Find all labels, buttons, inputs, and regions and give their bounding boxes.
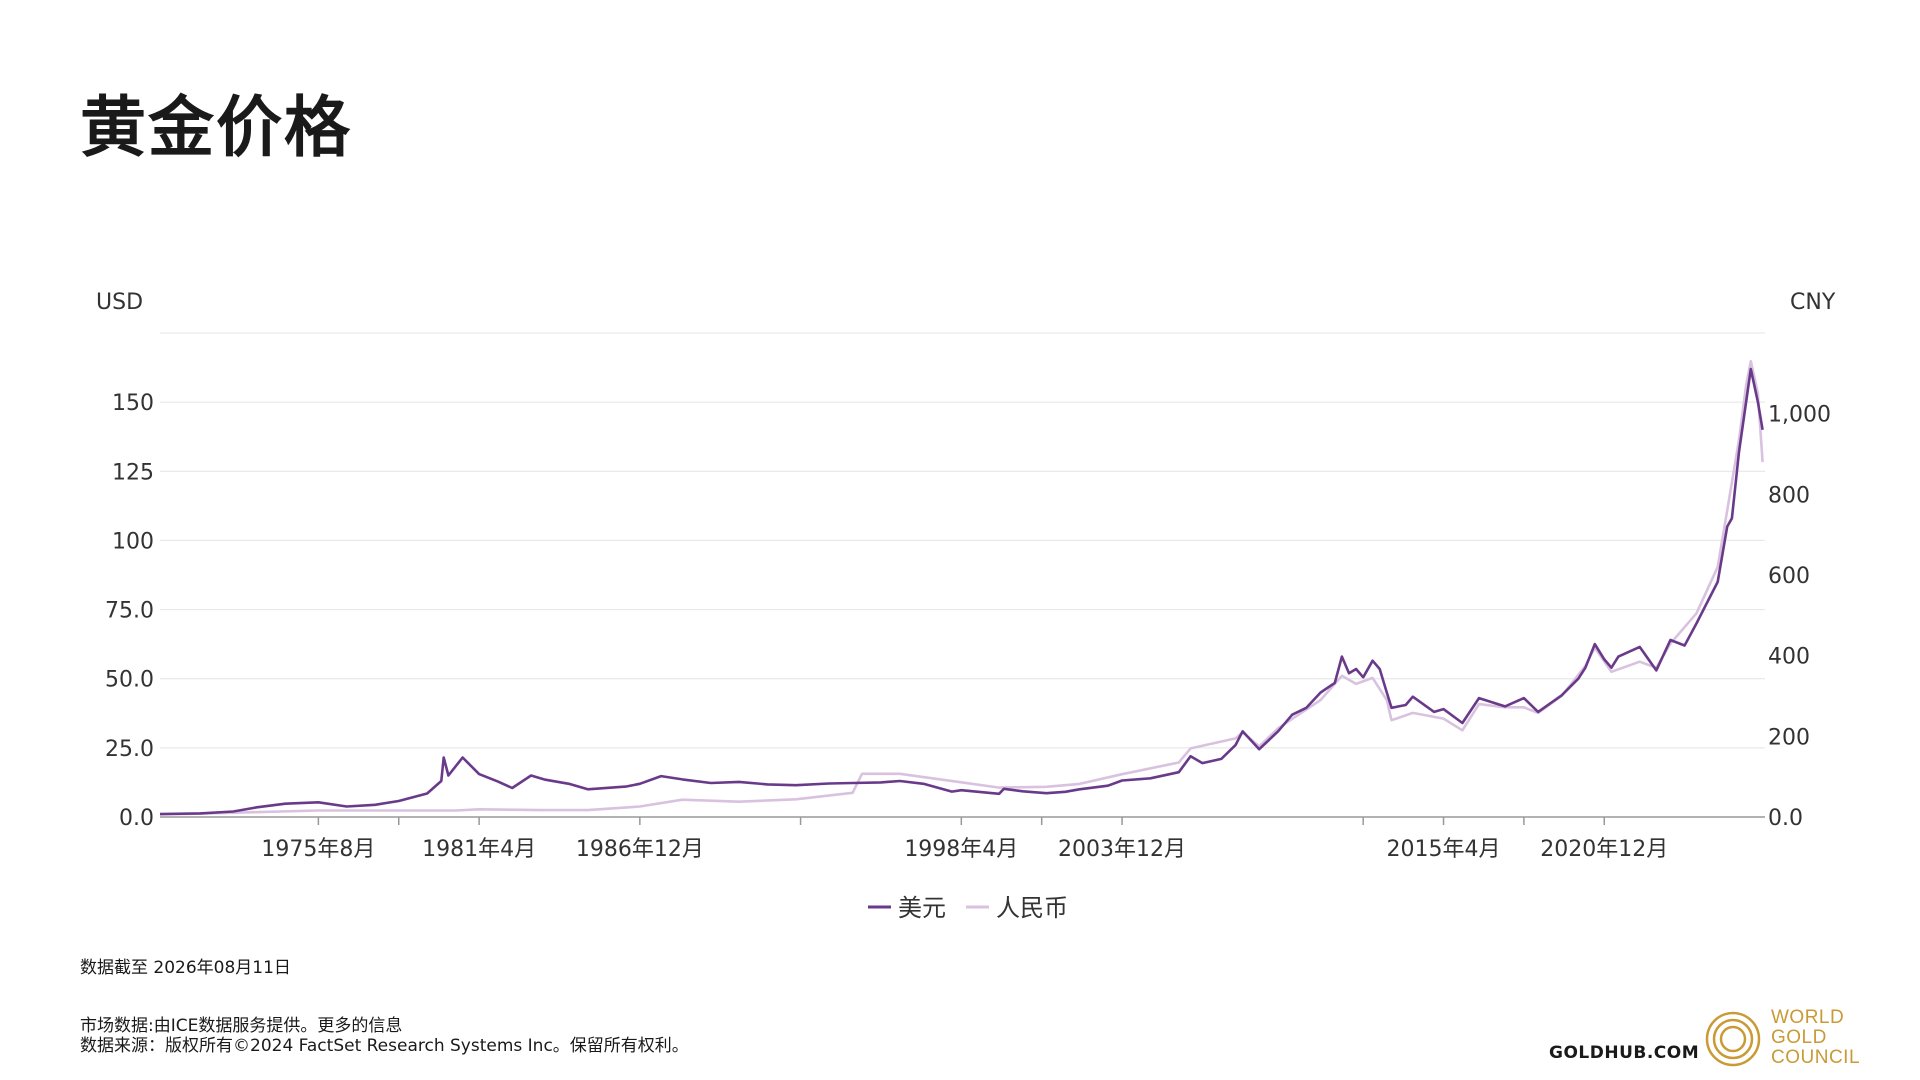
data-as-of-date: 数据截至 2026年08月11日: [80, 958, 291, 978]
x-tick-label: 1998年4月: [904, 837, 1018, 862]
y-left-tick-label: 75.0: [105, 599, 154, 624]
x-tick-label: 2003年12月: [1058, 837, 1186, 862]
y-right-tick-label: 0.0: [1768, 806, 1803, 831]
y-axis-left: 0.0 25.0 50.0 75.0 100 125 150: [105, 391, 154, 831]
x-axis: 1975年8月 1981年4月 1986年12月 1998年4月 2003年12月 201…: [160, 816, 1765, 862]
y-right-tick-label: 400: [1768, 645, 1810, 670]
series-lines: [159, 359, 1764, 816]
y-left-tick-label: 25.0: [105, 737, 154, 762]
legend-label-cny[interactable]: 人民币: [996, 894, 1068, 922]
y-right-tick-label: 800: [1768, 483, 1810, 508]
y-left-tick-label: 100: [112, 529, 154, 554]
y-left-tick-label: 50.0: [105, 668, 154, 693]
x-tick-label: 1986年12月: [576, 837, 704, 862]
logo-line-1: WORLD: [1771, 1007, 1845, 1028]
legend: 美元 人民币: [868, 894, 1068, 922]
x-tick-label: 1981年4月: [422, 837, 536, 862]
x-tick-label: 1975年8月: [261, 837, 375, 862]
y-left-axis-label: USD: [96, 290, 143, 315]
legend-label-usd[interactable]: 美元: [898, 894, 946, 922]
x-tick-label: 2015年4月: [1387, 837, 1501, 862]
x-tick-label: 2020年12月: [1540, 837, 1668, 862]
logo-line-3: COUNCIL: [1771, 1047, 1861, 1068]
y-left-tick-label: 0.0: [119, 806, 154, 831]
y-left-tick-label: 150: [112, 391, 154, 416]
chart-title: 黄金价格: [80, 89, 352, 166]
footnote-line-1: 市场数据:由ICE数据服务提供。更多的信息: [80, 1016, 403, 1036]
series-line-usd: [159, 367, 1764, 816]
y-right-tick-label: 600: [1768, 564, 1810, 589]
world-gold-council-wordmark: WORLD GOLD COUNCIL: [1771, 1008, 1860, 1068]
gridlines: [160, 332, 1765, 749]
y-axis-right: 0.0 200 400 600 800 1,000: [1768, 403, 1831, 831]
footnote: 市场数据:由ICE数据服务提供。更多的信息 数据来源：版权所有©2024 Fac…: [80, 1016, 689, 1056]
logo-line-2: GOLD: [1771, 1027, 1827, 1048]
y-right-axis-label: CNY: [1790, 290, 1836, 315]
series-line-cny: [159, 359, 1764, 816]
goldhub-link[interactable]: GOLDHUB.COM: [1549, 1043, 1700, 1063]
footnote-line-2: 数据来源：版权所有©2024 FactSet Research Systems …: [80, 1036, 689, 1056]
y-right-tick-label: 200: [1768, 725, 1810, 750]
y-left-tick-label: 125: [112, 460, 154, 485]
world-gold-council-logo-icon: [1705, 1011, 1761, 1067]
y-right-tick-label: 1,000: [1768, 403, 1831, 428]
